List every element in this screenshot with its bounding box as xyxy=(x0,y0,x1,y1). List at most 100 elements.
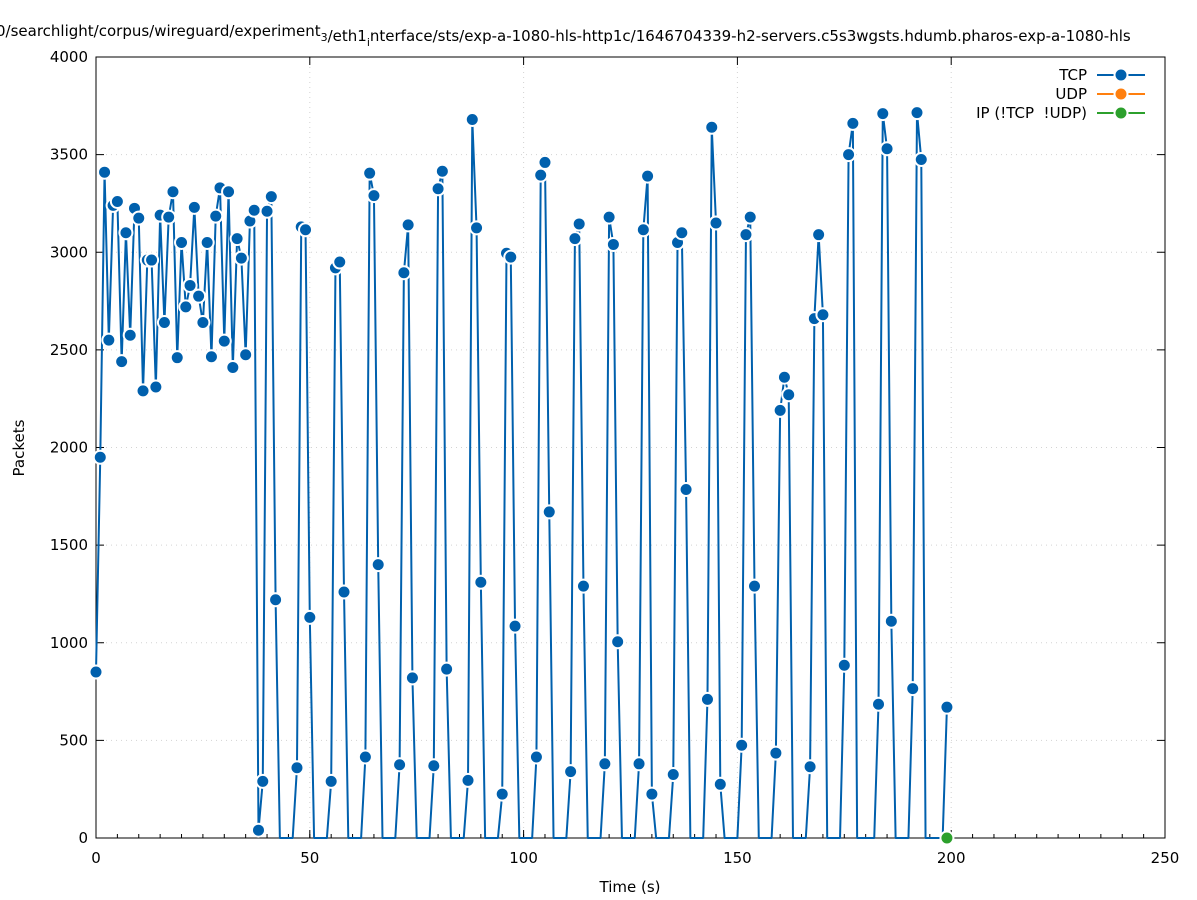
data-point-tcp xyxy=(430,181,446,197)
data-point-tcp xyxy=(122,327,138,343)
data-point-tcp xyxy=(161,209,177,225)
y-tick-label: 1500 xyxy=(50,536,88,554)
data-point-tcp xyxy=(216,333,232,349)
data-point-tcp xyxy=(699,691,715,707)
data-point-tcp xyxy=(221,184,237,200)
legend-marker-ip xyxy=(1113,105,1129,121)
series-points xyxy=(88,105,955,846)
legend-item-ip: IP (!TCP !UDP) xyxy=(976,104,1145,122)
data-point-tcp xyxy=(255,773,271,789)
data-point-ip-tcp-udp xyxy=(939,830,955,846)
y-tick-label: 4000 xyxy=(50,48,88,66)
data-point-tcp xyxy=(336,584,352,600)
data-point-tcp xyxy=(135,383,151,399)
data-point-tcp xyxy=(631,756,647,772)
data-point-tcp xyxy=(747,578,763,594)
y-tick-label: 2500 xyxy=(50,341,88,359)
data-point-tcp xyxy=(165,184,181,200)
data-point-tcp xyxy=(92,449,108,465)
legend-item-tcp: TCP xyxy=(1058,66,1145,84)
data-point-tcp xyxy=(875,106,891,122)
data-point-tcp xyxy=(250,822,266,838)
y-tick-label: 3000 xyxy=(50,243,88,261)
data-point-tcp xyxy=(575,578,591,594)
data-point-tcp xyxy=(704,119,720,135)
data-point-tcp xyxy=(362,165,378,181)
data-point-tcp xyxy=(841,147,857,163)
data-point-tcp xyxy=(370,557,386,573)
axis-ticks: 0 50 100 150 200 2500500100015002000250030003… xyxy=(50,48,1180,867)
data-point-tcp xyxy=(259,203,275,219)
data-point-tcp xyxy=(144,252,160,268)
data-point-tcp xyxy=(229,231,245,247)
data-point-tcp xyxy=(169,350,185,366)
x-tick-label: 150 xyxy=(723,849,752,867)
data-point-tcp xyxy=(208,208,224,224)
data-point-tcp xyxy=(357,749,373,765)
data-point-tcp xyxy=(507,618,523,634)
y-tick-label: 0 xyxy=(78,829,88,847)
data-point-tcp xyxy=(182,277,198,293)
data-point-tcp xyxy=(426,758,442,774)
data-point-tcp xyxy=(640,168,656,184)
data-point-tcp xyxy=(473,574,489,590)
data-point-tcp xyxy=(503,249,519,265)
data-point-tcp xyxy=(776,369,792,385)
data-point-tcp xyxy=(712,776,728,792)
data-point-tcp xyxy=(396,265,412,281)
data-point-tcp xyxy=(541,504,557,520)
data-point-tcp xyxy=(905,681,921,697)
data-point-tcp xyxy=(191,288,207,304)
data-point-tcp xyxy=(131,210,147,226)
data-point-tcp xyxy=(268,592,284,608)
data-point-tcp xyxy=(178,299,194,315)
data-point-tcp xyxy=(174,234,190,250)
data-point-tcp xyxy=(298,222,314,238)
data-point-tcp xyxy=(678,481,694,497)
data-point-tcp xyxy=(302,609,318,625)
data-point-tcp xyxy=(939,699,955,715)
data-point-tcp xyxy=(533,167,549,183)
grid xyxy=(96,57,1165,838)
data-point-tcp xyxy=(567,231,583,247)
legend-marker-udp xyxy=(1113,86,1129,102)
data-point-tcp xyxy=(601,209,617,225)
data-point-tcp xyxy=(323,773,339,789)
x-tick-label: 0 xyxy=(91,849,101,867)
data-point-tcp xyxy=(708,215,724,231)
data-point-tcp xyxy=(469,220,485,236)
data-point-tcp xyxy=(434,163,450,179)
data-point-tcp xyxy=(883,613,899,629)
data-point-tcp xyxy=(665,767,681,783)
legend-label-tcp: TCP xyxy=(1058,66,1087,84)
series-line-tcp xyxy=(95,111,948,839)
x-tick-label: 200 xyxy=(937,849,966,867)
y-tick-label: 3500 xyxy=(50,146,88,164)
data-point-tcp xyxy=(225,359,241,375)
data-point-tcp xyxy=(563,764,579,780)
data-point-tcp xyxy=(734,737,750,753)
data-point-tcp xyxy=(742,209,758,225)
data-point-tcp xyxy=(97,164,113,180)
legend-label-ip: IP (!TCP !UDP) xyxy=(976,104,1087,122)
data-point-tcp xyxy=(186,199,202,215)
data-point-tcp xyxy=(635,222,651,238)
data-point-tcp xyxy=(392,757,408,773)
x-tick-label: 250 xyxy=(1151,849,1180,867)
data-point-tcp xyxy=(148,379,164,395)
data-point-tcp xyxy=(811,227,827,243)
y-tick-label: 500 xyxy=(59,731,88,749)
data-point-tcp xyxy=(772,402,788,418)
data-point-tcp xyxy=(836,657,852,673)
data-point-tcp xyxy=(674,225,690,241)
data-point-tcp xyxy=(913,152,929,168)
data-point-tcp xyxy=(404,670,420,686)
data-point-tcp xyxy=(101,332,117,348)
data-point-tcp xyxy=(610,634,626,650)
data-point-tcp xyxy=(246,202,262,218)
data-point-tcp xyxy=(528,749,544,765)
data-point-tcp xyxy=(439,661,455,677)
y-tick-label: 1000 xyxy=(50,634,88,652)
data-point-tcp xyxy=(802,759,818,775)
